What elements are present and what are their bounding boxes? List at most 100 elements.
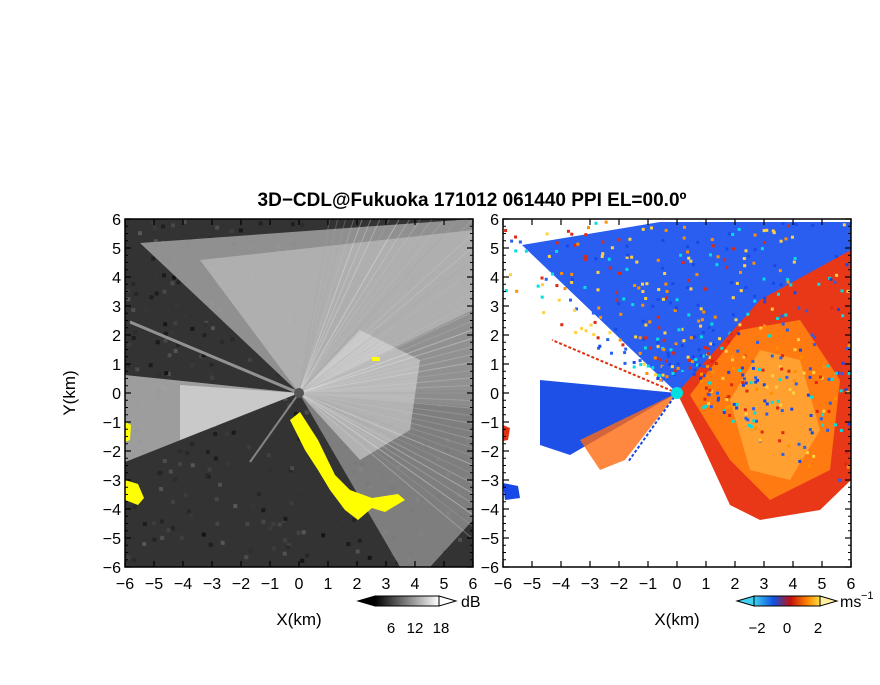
- noise-cell: [190, 442, 195, 447]
- velocity-cell: [541, 283, 545, 287]
- velocity-cell: [699, 324, 703, 328]
- noise-cell: [229, 229, 234, 234]
- echo-ray: [298, 219, 434, 394]
- velocity-cell: [698, 377, 702, 381]
- colorbar-ms-tick-neg2: −2: [748, 620, 765, 637]
- velocity-cell: [573, 243, 577, 247]
- noise-cell: [313, 525, 318, 530]
- velocity-cell: [679, 253, 683, 257]
- noise-cell: [152, 521, 157, 526]
- velocity-cell: [841, 314, 845, 318]
- velocity-cell: [560, 323, 564, 327]
- velocity-panel: −6 −5 −4 −3 −2 −1 0 1 2 3 4 5 6 6 5 4 3 2 1 0 −1 −2 −3 −4 −5 −6 X…: [481, 212, 856, 629]
- velocity-cell: [752, 261, 756, 265]
- velocity-cell: [665, 278, 669, 282]
- velocity-cell: [709, 342, 713, 346]
- velocity-cell: [632, 360, 636, 364]
- velocity-cell: [735, 403, 739, 407]
- velocity-cell: [565, 244, 569, 248]
- velocity-cell: [786, 224, 790, 228]
- velocity-cell: [589, 323, 593, 327]
- velocity-cell: [753, 411, 757, 415]
- velocity-cell: [743, 408, 747, 412]
- colorbar-db-tick-6: 6: [387, 620, 395, 637]
- velocity-cell: [731, 358, 735, 362]
- noise-cell: [125, 363, 130, 368]
- echo-ray: [298, 392, 473, 449]
- velocity-cell: [834, 371, 838, 375]
- velocity-cell: [625, 253, 629, 257]
- velocity-cell: [756, 378, 760, 382]
- velocity-cell: [828, 401, 832, 405]
- velocity-cell: [812, 335, 816, 339]
- velocity-cell: [696, 240, 700, 244]
- velocity-cell: [781, 322, 785, 326]
- echo-ray: [298, 392, 473, 495]
- colorbar-ms-left-arrow: [735, 595, 755, 607]
- velocity-cell: [706, 365, 710, 369]
- velocity-cell: [604, 220, 608, 224]
- velocity-cell: [607, 257, 611, 261]
- velocity-cell: [673, 369, 677, 373]
- velocity-cell: [690, 360, 694, 364]
- echo-ray: [298, 219, 446, 394]
- velocity-cell: [622, 297, 626, 301]
- velocity-cell: [780, 354, 784, 358]
- noise-cell: [187, 509, 192, 514]
- echo-ray: [298, 219, 339, 394]
- velocity-cell: [707, 355, 711, 359]
- velocity-cell: [664, 282, 668, 286]
- noise-cell: [324, 439, 329, 444]
- velocity-cell: [758, 438, 762, 442]
- velocity-cell: [799, 355, 803, 359]
- y-tick-label: 1: [490, 357, 499, 374]
- velocity-cell: [643, 346, 647, 350]
- velocity-cell: [686, 355, 690, 359]
- velocity-cell: [514, 235, 518, 239]
- noise-cell: [171, 223, 176, 228]
- noise-cell: [290, 466, 295, 471]
- velocity-cell: [787, 444, 791, 448]
- velocity-cell: [650, 226, 654, 230]
- velocity-cell: [742, 377, 746, 381]
- velocity-cell: [702, 405, 706, 409]
- velocity-cell: [706, 347, 710, 351]
- velocity-cell: [550, 272, 554, 276]
- velocity-cell: [731, 419, 735, 423]
- velocity-cell: [569, 298, 573, 302]
- velocity-cell: [771, 374, 775, 378]
- velocity-cell: [847, 422, 851, 426]
- velocity-cell: [623, 361, 627, 365]
- x-tick-label: −1: [639, 576, 657, 593]
- noise-cell: [214, 497, 219, 502]
- x-tick-label: 2: [353, 576, 362, 593]
- noise-cell: [168, 469, 173, 474]
- velocity-cell: [779, 356, 783, 360]
- velocity-cell: [778, 365, 782, 369]
- echo-ray: [298, 270, 473, 394]
- velocity-cell: [658, 358, 662, 362]
- velocity-cell: [708, 367, 712, 371]
- velocity-cell: [731, 232, 735, 236]
- velocity-cell: [770, 307, 774, 311]
- noise-cell: [248, 548, 253, 553]
- echo-ray: [298, 392, 473, 528]
- noise-cell: [209, 362, 214, 367]
- velocity-cell: [826, 428, 830, 432]
- velocity-cell: [793, 348, 797, 352]
- velocity-cell: [792, 391, 796, 395]
- echo-ray: [298, 392, 473, 516]
- velocity-cell: [644, 323, 648, 327]
- velocity-cell: [653, 373, 657, 377]
- velocity-cell: [630, 255, 634, 259]
- reflectivity-yellow-spot: [372, 357, 380, 361]
- velocity-cell: [575, 307, 579, 311]
- velocity-cell: [617, 238, 621, 242]
- velocity-cell: [846, 390, 850, 394]
- velocity-cell: [788, 387, 792, 391]
- velocity-cell: [835, 255, 839, 259]
- velocity-cell: [798, 348, 802, 352]
- velocity-cell: [664, 228, 668, 232]
- noise-cell: [202, 333, 207, 338]
- y-tick-label: −3: [103, 473, 121, 490]
